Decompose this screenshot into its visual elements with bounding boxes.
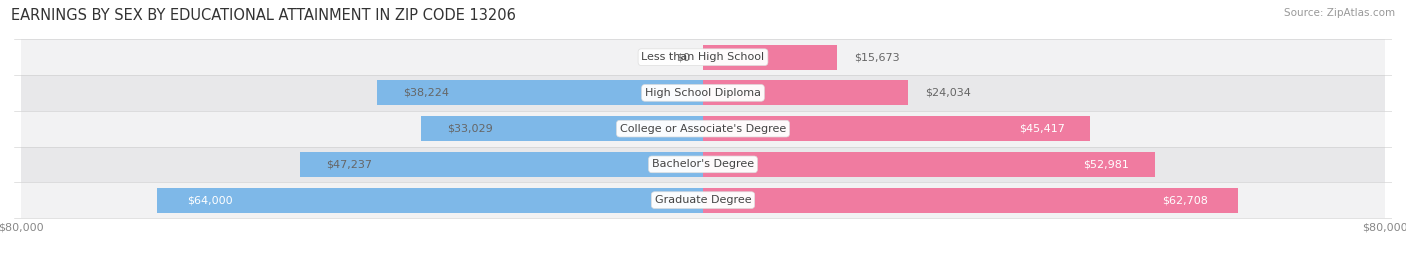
Text: $33,029: $33,029	[447, 124, 492, 134]
Bar	[703, 45, 837, 70]
Text: $45,417: $45,417	[1019, 124, 1064, 134]
Text: Bachelor's Degree: Bachelor's Degree	[652, 159, 754, 169]
Text: $64,000: $64,000	[187, 195, 233, 205]
Bar	[21, 39, 1385, 75]
Bar	[703, 188, 1237, 213]
Text: $24,034: $24,034	[925, 88, 972, 98]
Bar	[703, 152, 1154, 177]
Text: EARNINGS BY SEX BY EDUCATIONAL ATTAINMENT IN ZIP CODE 13206: EARNINGS BY SEX BY EDUCATIONAL ATTAINMEN…	[11, 8, 516, 23]
Text: $0: $0	[676, 52, 690, 62]
Bar	[703, 80, 908, 105]
Text: Graduate Degree: Graduate Degree	[655, 195, 751, 205]
Text: $38,224: $38,224	[402, 88, 449, 98]
Bar	[377, 80, 703, 105]
Text: College or Associate's Degree: College or Associate's Degree	[620, 124, 786, 134]
Text: $47,237: $47,237	[326, 159, 371, 169]
Text: Less than High School: Less than High School	[641, 52, 765, 62]
Bar	[422, 116, 703, 141]
Text: $62,708: $62,708	[1161, 195, 1208, 205]
Text: $52,981: $52,981	[1083, 159, 1129, 169]
Bar	[21, 111, 1385, 147]
Text: $15,673: $15,673	[853, 52, 900, 62]
Bar	[21, 75, 1385, 111]
Bar	[21, 147, 1385, 182]
Bar	[703, 116, 1090, 141]
Bar	[301, 152, 703, 177]
Text: Source: ZipAtlas.com: Source: ZipAtlas.com	[1284, 8, 1395, 18]
Text: High School Diploma: High School Diploma	[645, 88, 761, 98]
Bar	[157, 188, 703, 213]
Bar	[21, 182, 1385, 218]
